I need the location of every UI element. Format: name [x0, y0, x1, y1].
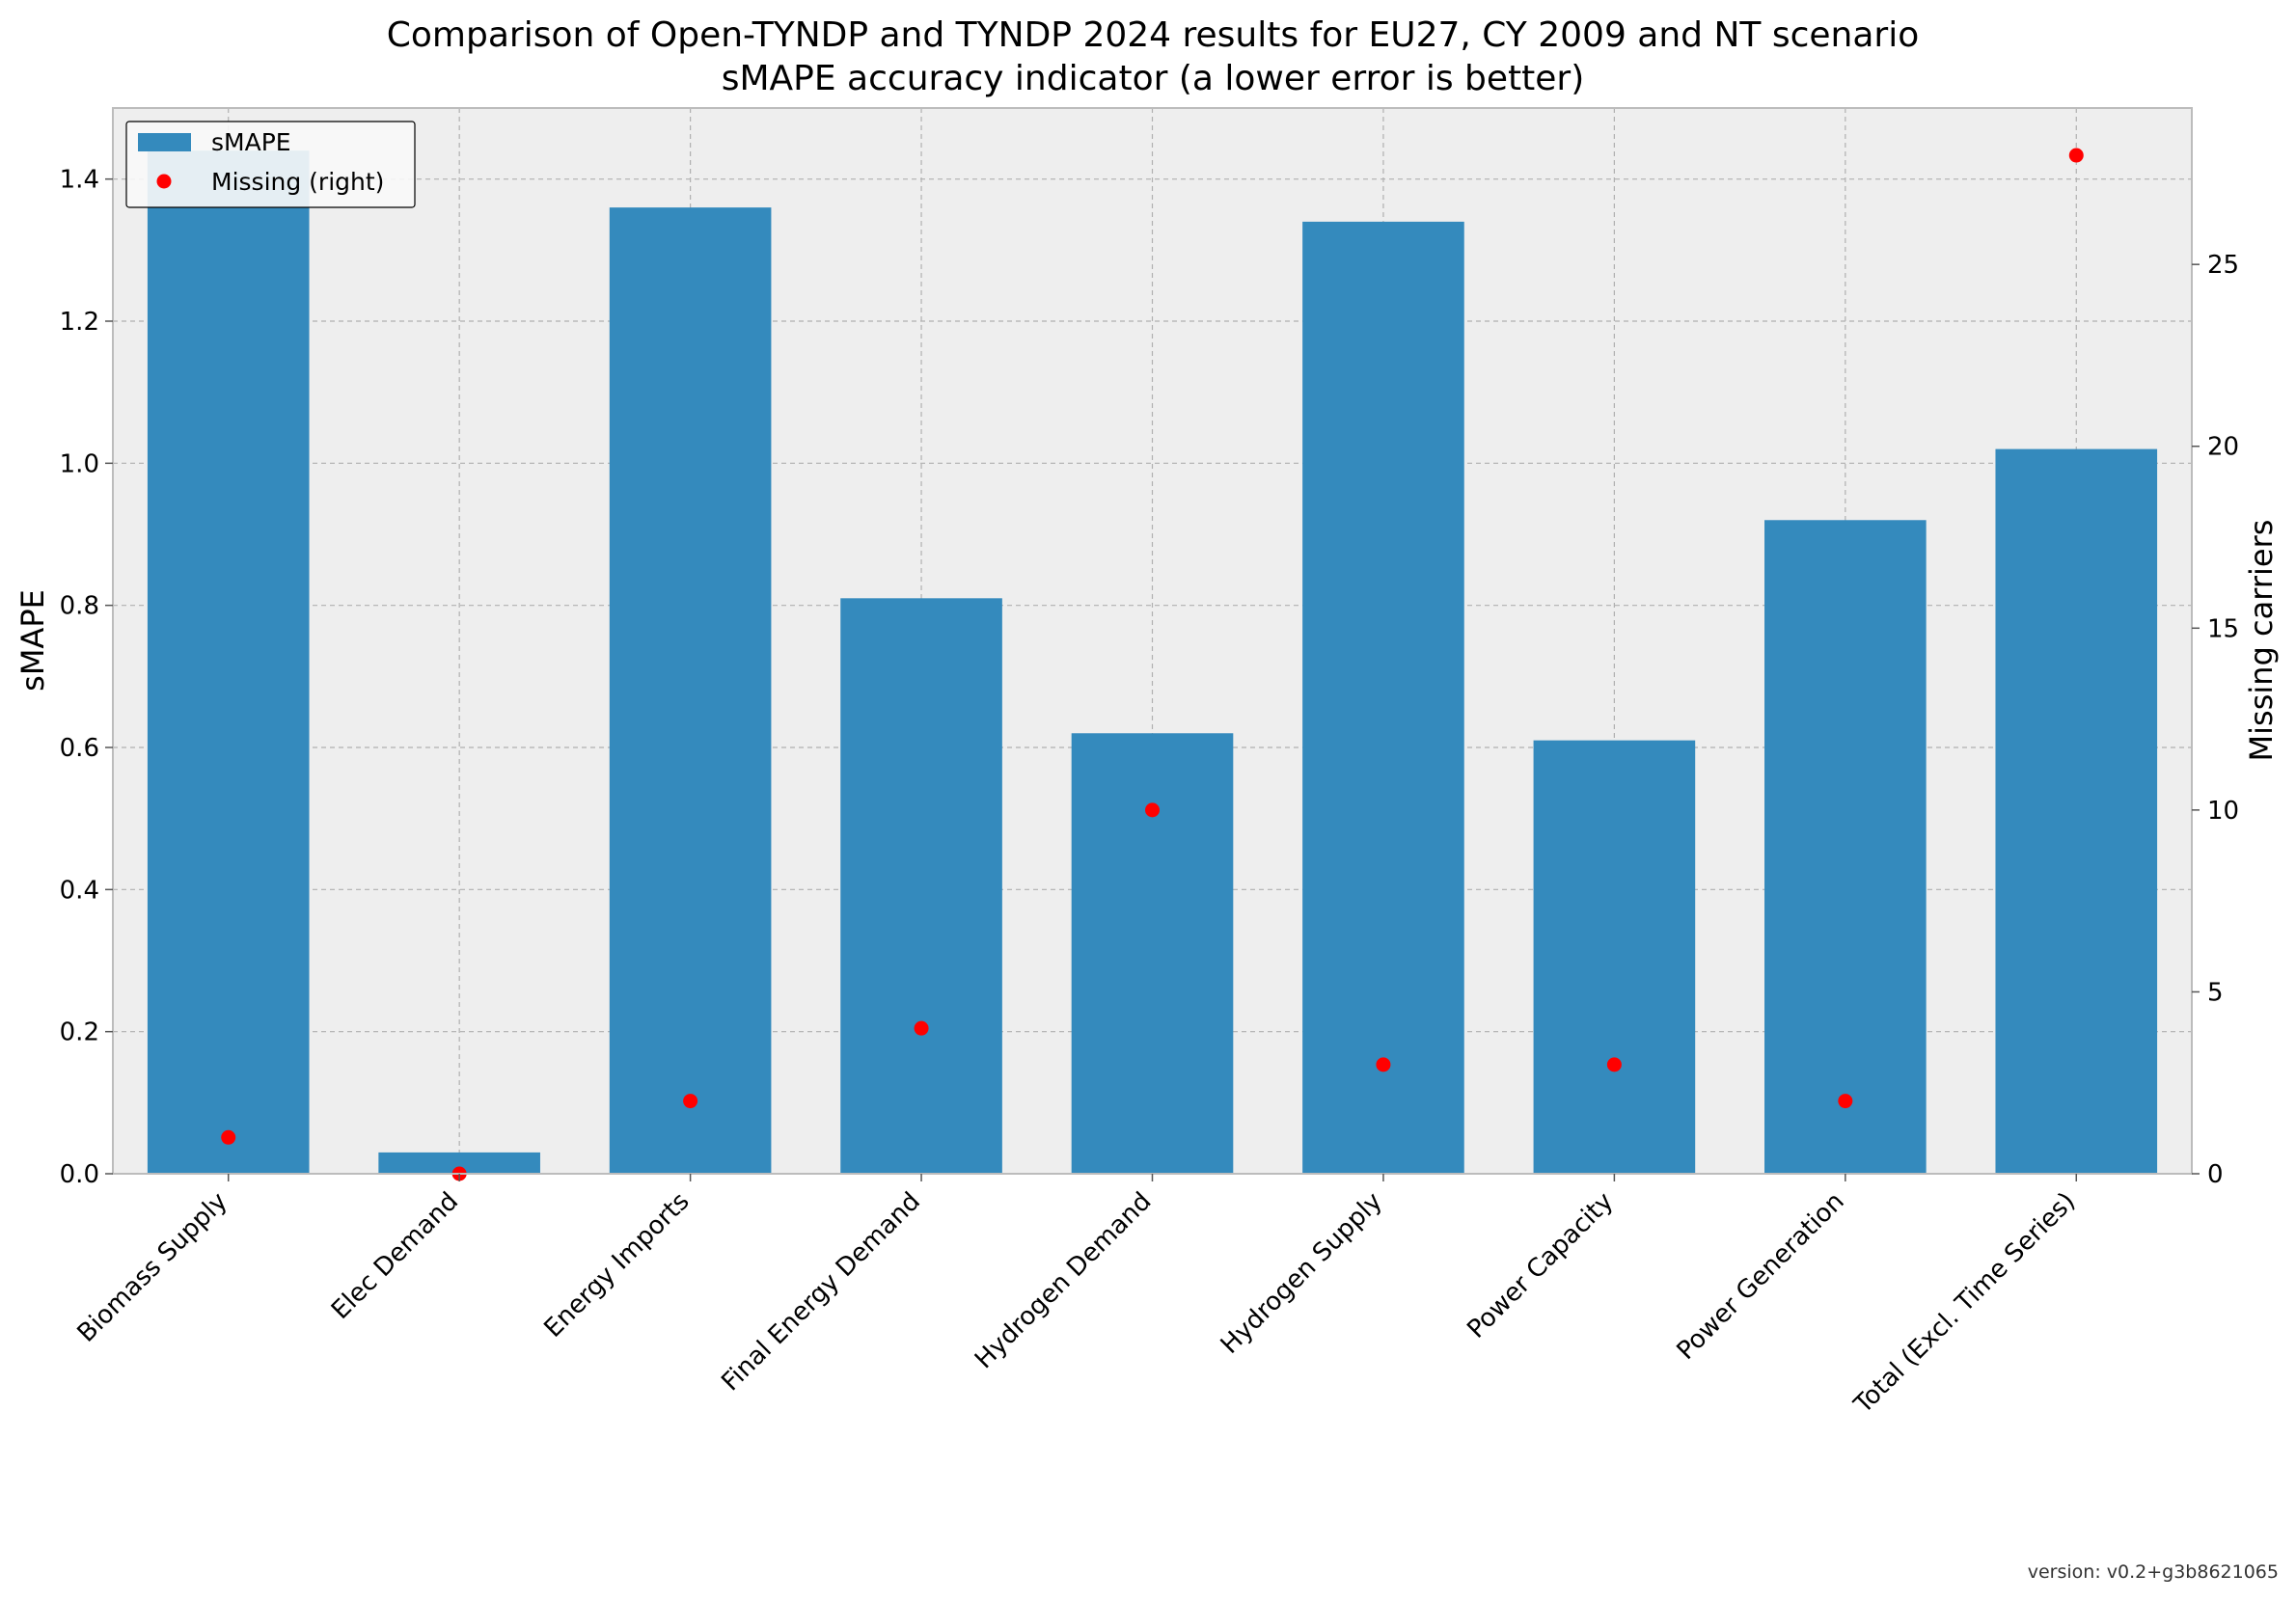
- right-y-axis: 0 5 10 15 20 25: [2192, 251, 2239, 1189]
- legend-frame: [125, 121, 416, 208]
- legend-swatch-smape: [138, 133, 191, 151]
- x-tick-label: Energy Imports: [539, 1187, 696, 1343]
- bar-power-generation: [1764, 520, 1927, 1174]
- x-tick-label: Elec Demand: [326, 1187, 464, 1325]
- missing-marker-biomass-supply: [221, 1129, 236, 1145]
- x-tick-label: Final Energy Demand: [716, 1187, 926, 1397]
- x-axis: Biomass Supply Elec Demand Energy Imports F…: [72, 1174, 2081, 1420]
- x-tick-label: Hydrogen Supply: [1216, 1187, 1388, 1360]
- y-right-tick-label: 25: [2207, 251, 2239, 280]
- y-right-tick-label: 15: [2207, 614, 2239, 643]
- y-right-tick-label: 20: [2207, 433, 2239, 462]
- missing-marker-power-generation: [1838, 1094, 1853, 1109]
- bar-final-energy-demand: [840, 598, 1002, 1174]
- missing-marker-total-excl-time-series: [2068, 148, 2084, 163]
- y-tick-label: 1.2: [60, 308, 99, 337]
- y-tick-label: 0.8: [60, 592, 99, 621]
- y-axis-label-left: sMAPE: [14, 589, 51, 692]
- y-tick-label: 0.0: [60, 1160, 99, 1189]
- y-tick-label: 0.2: [60, 1018, 99, 1047]
- left-y-axis: 0.0 0.2 0.4 0.6 0.8 1.0 1.2 1.4: [60, 166, 113, 1189]
- y-axis-label-right: Missing carriers: [2243, 520, 2280, 762]
- y-tick-label: 0.6: [60, 734, 99, 763]
- y-right-tick-label: 5: [2207, 978, 2224, 1007]
- x-tick-label: Biomass Supply: [72, 1187, 233, 1348]
- x-tick-label: Hydrogen Demand: [970, 1187, 1157, 1374]
- missing-marker-hydrogen-demand: [1145, 802, 1160, 818]
- missing-marker-power-capacity: [1606, 1057, 1622, 1072]
- missing-marker-energy-imports: [683, 1094, 698, 1109]
- bar-biomass-supply: [147, 150, 310, 1175]
- legend-label-smape: sMAPE: [211, 128, 291, 156]
- bar-total-excl-time-series: [1995, 448, 2158, 1175]
- bar-hydrogen-supply: [1302, 221, 1464, 1174]
- y-tick-label: 1.4: [60, 166, 99, 195]
- bar-elec-demand: [378, 1152, 540, 1174]
- y-right-tick-label: 0: [2207, 1160, 2224, 1189]
- legend-marker-missing: [156, 174, 172, 189]
- x-tick-label: Total (Excl. Time Series): [1848, 1187, 2081, 1420]
- version-label: version: v0.2+g3b8621065: [2028, 1561, 2279, 1583]
- y-tick-label: 0.4: [60, 876, 99, 905]
- legend-label-missing: Missing (right): [211, 168, 384, 196]
- chart-title: Comparison of Open-TYNDP and TYNDP 2024 …: [387, 15, 1919, 55]
- missing-marker-final-energy-demand: [914, 1020, 929, 1036]
- chart-subtitle: sMAPE accuracy indicator (a lower error …: [722, 59, 1585, 98]
- bar-energy-imports: [609, 207, 772, 1175]
- markers: [221, 148, 2084, 1181]
- bars: [147, 150, 2158, 1175]
- legend: sMAPE Missing (right): [125, 121, 416, 208]
- y-tick-label: 1.0: [60, 449, 99, 478]
- bar-power-capacity: [1533, 740, 1696, 1174]
- y-right-tick-label: 10: [2207, 797, 2239, 826]
- x-tick-label: Power Generation: [1672, 1187, 1850, 1366]
- bar-hydrogen-demand: [1071, 733, 1234, 1174]
- missing-marker-hydrogen-supply: [1376, 1057, 1391, 1072]
- x-tick-label: Power Capacity: [1462, 1187, 1619, 1344]
